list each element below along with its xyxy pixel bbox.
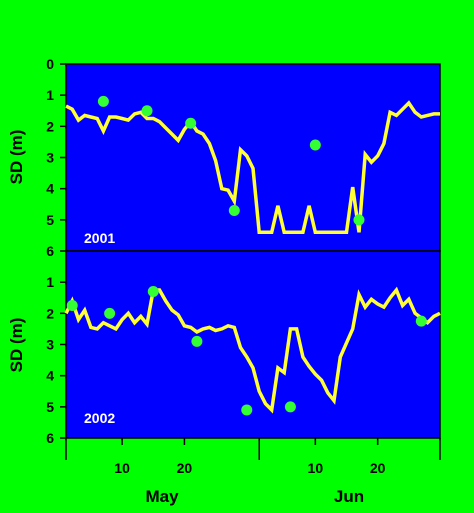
- series-2002: [64, 286, 441, 416]
- y-tick-label-2001-2: 2: [46, 118, 54, 134]
- y-tick-label-2002-3: 4: [46, 368, 54, 384]
- data-point-2001-0: [97, 95, 109, 107]
- data-point-2002-0: [66, 300, 78, 312]
- data-point-2002-4: [241, 404, 253, 416]
- y-tick-label-2001-1: 1: [46, 87, 54, 103]
- panel-year-label-2001: 2001: [84, 230, 115, 246]
- y-tick-label-2002-5: 6: [46, 430, 54, 446]
- y-tick-label-2002-1: 2: [46, 305, 54, 321]
- x-axis: 10 20 10 20: [65, 438, 441, 476]
- x-tick-label-3: 20: [370, 460, 386, 476]
- data-point-2001-5: [353, 214, 365, 226]
- x-month-label-jun: Jun: [334, 487, 364, 506]
- data-point-2002-6: [415, 315, 427, 327]
- y-tick-label-2001-5: 5: [46, 212, 54, 228]
- series-line-2002: [64, 286, 441, 414]
- x-month-label-may: May: [145, 487, 179, 506]
- data-point-2002-2: [147, 286, 159, 298]
- y-axis-title-2002: SD (m): [7, 318, 26, 373]
- x-tick-label-2: 10: [308, 460, 324, 476]
- panel-2001: 2001 SD (m) 0 1 2 3 4 5 6: [7, 56, 441, 259]
- data-point-2001-3: [228, 204, 240, 216]
- data-point-2002-5: [284, 401, 296, 413]
- y-axis-ticks-2001: 0 1 2 3 4 5 6: [46, 56, 66, 259]
- y-tick-label-2001-0: 0: [46, 56, 54, 72]
- plot-area-2001: [65, 63, 441, 252]
- data-point-2001-4: [309, 139, 321, 151]
- x-tick-label-0: 10: [114, 460, 130, 476]
- data-point-2001-2: [185, 117, 197, 129]
- data-point-2002-3: [191, 335, 203, 347]
- y-tick-label-2001-6: 6: [46, 243, 54, 259]
- y-tick-label-2002-0: 1: [46, 274, 54, 290]
- data-point-2002-1: [104, 307, 116, 319]
- y-axis-ticks-2002: 1 2 3 4 5 6: [46, 274, 66, 446]
- series-2001: [65, 95, 440, 235]
- y-tick-label-2001-4: 4: [46, 181, 54, 197]
- x-tick-label-1: 20: [177, 460, 193, 476]
- panel-2002: 2002 SD (m) 1 2 3 4 5 6: [7, 250, 441, 446]
- panel-year-label-2002: 2002: [84, 410, 115, 426]
- y-tick-label-2002-4: 5: [46, 399, 54, 415]
- y-axis-title-2001: SD (m): [7, 130, 26, 185]
- data-point-2001-1: [141, 105, 153, 117]
- y-tick-label-2002-2: 3: [46, 337, 54, 353]
- series-line-2001: [65, 100, 440, 235]
- plot-area-2002: [65, 250, 441, 439]
- y-tick-label-2001-3: 3: [46, 150, 54, 166]
